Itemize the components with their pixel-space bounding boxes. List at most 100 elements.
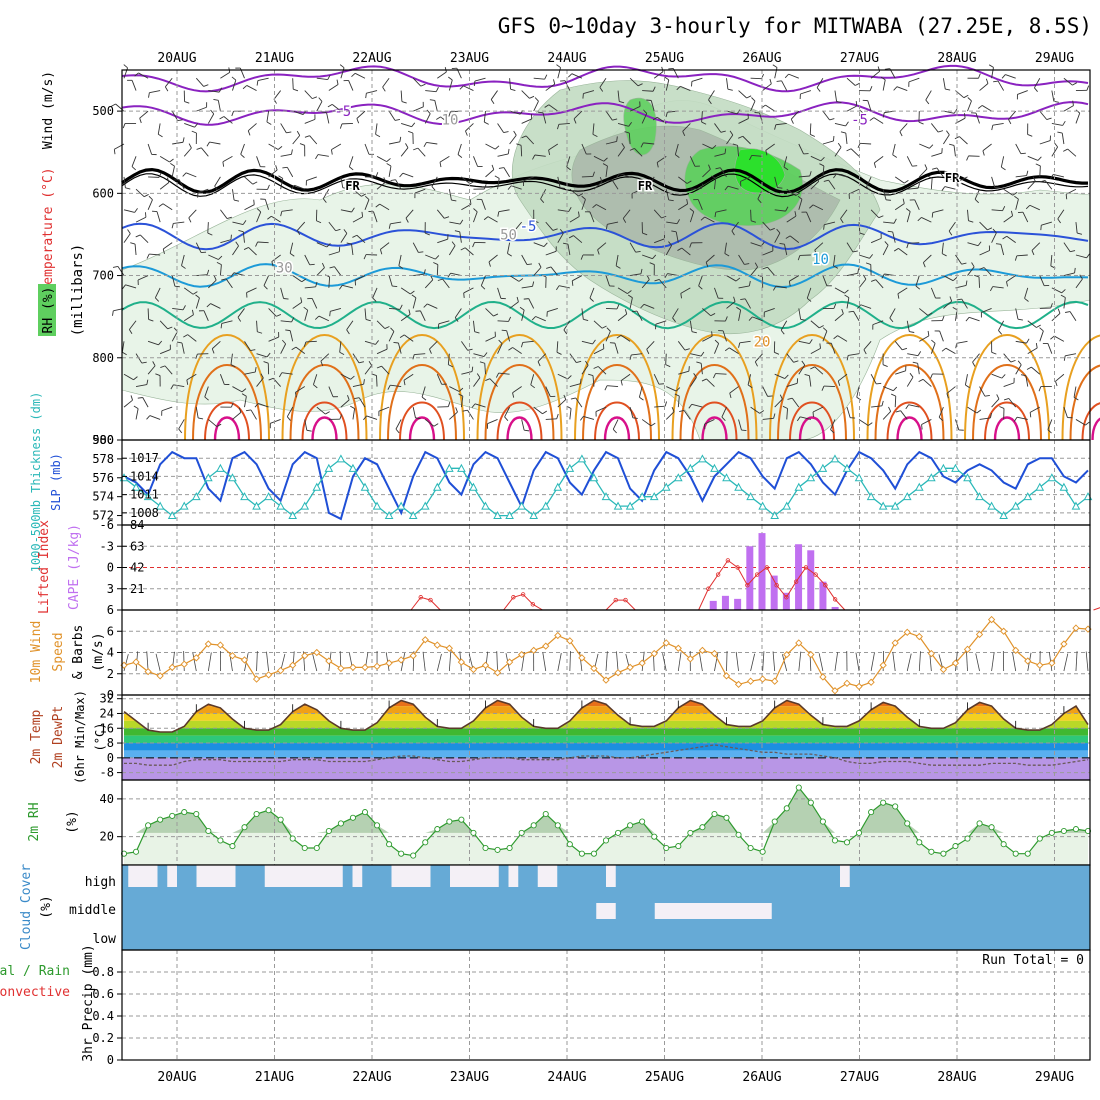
wind-barb-flag xyxy=(146,253,150,259)
wind-barb xyxy=(413,273,425,277)
wind-barb-flag xyxy=(365,93,367,99)
wind-barb-flag xyxy=(257,331,263,334)
wind-barb-flag xyxy=(412,354,415,360)
wind-barb xyxy=(210,303,221,309)
wind-barb xyxy=(273,90,282,100)
wind-barb xyxy=(497,320,509,322)
wind-barb-flag xyxy=(230,364,236,368)
wind-speed-marker xyxy=(216,641,225,649)
wind-barb-flag xyxy=(712,144,717,150)
temp-band xyxy=(124,720,1088,729)
wind-barb-flag xyxy=(1063,355,1066,361)
wind-barb xyxy=(1051,90,1055,102)
wind-barb xyxy=(714,343,720,354)
axis-label: 1000-500mb Thickness (dm) xyxy=(29,392,43,573)
surface-temp-contour xyxy=(984,401,1030,441)
wind-barb-flag xyxy=(342,187,348,190)
wind-barb xyxy=(473,377,481,387)
wind-barb xyxy=(1050,254,1053,266)
surface-temp-contour xyxy=(582,364,652,441)
wind-barb xyxy=(898,248,908,256)
wind-barb-flag xyxy=(339,284,343,290)
wind-barb xyxy=(939,330,944,342)
rh-marker xyxy=(494,846,501,853)
wind-barb xyxy=(1039,140,1051,145)
wind-barb xyxy=(509,110,521,115)
wind-barb xyxy=(846,242,854,253)
wind-barb xyxy=(188,209,197,219)
wind-barb xyxy=(919,308,929,316)
wind-barb-flag xyxy=(252,181,258,185)
wind-barb xyxy=(376,320,386,329)
contour-label: -5 xyxy=(334,104,351,120)
wind-barb-flag xyxy=(616,304,620,310)
wind-speed-marker xyxy=(192,654,200,662)
wind-barb-flag xyxy=(386,163,392,167)
li-marker xyxy=(764,565,770,570)
bottom-date-label: 22AUG xyxy=(352,1070,391,1085)
wind-barb-flag xyxy=(713,373,716,379)
wind-barb xyxy=(280,320,292,323)
wind-barb xyxy=(592,375,595,387)
wind-barb-flag xyxy=(892,154,898,158)
wind-barb-flag xyxy=(989,286,994,292)
wind-barb-flag xyxy=(448,111,451,117)
wind-barb-flag xyxy=(327,74,331,80)
wind-barb-flag xyxy=(941,186,946,191)
wind-barb-flag xyxy=(220,323,223,329)
wind-speed-marker xyxy=(686,655,694,663)
wind-barb xyxy=(834,146,842,157)
wind-barb-flag xyxy=(579,416,584,421)
wind-barb-flag xyxy=(188,217,192,223)
thickness-marker xyxy=(541,501,551,510)
rh-marker xyxy=(880,799,887,806)
wind-barb-flag xyxy=(846,355,849,361)
wind-barb xyxy=(871,405,883,408)
surface-temp-contour xyxy=(192,364,262,441)
wind-barb xyxy=(173,221,185,224)
wind-barb xyxy=(268,169,278,178)
wind-barb-flag xyxy=(363,379,365,385)
wind-barb xyxy=(420,310,426,321)
wind-barb xyxy=(822,140,834,145)
wind-barb xyxy=(400,287,411,295)
wind-barb xyxy=(1075,651,1078,672)
wind-barb xyxy=(364,143,370,155)
wind-barb xyxy=(346,320,354,331)
wind-barb xyxy=(1024,287,1029,299)
wind-barb xyxy=(164,365,173,375)
wind-barb xyxy=(225,278,233,289)
wind-barb-flag xyxy=(836,100,842,103)
wind-speed-marker xyxy=(626,663,634,672)
wind-barb xyxy=(154,287,161,298)
cape-bar xyxy=(734,598,742,610)
wind-barb-flag xyxy=(676,85,681,91)
cape-bar xyxy=(721,595,729,610)
wind-barb xyxy=(256,353,268,358)
wind-barb-flag xyxy=(484,184,487,190)
wind-barb xyxy=(848,353,860,356)
wind-barb xyxy=(979,250,990,256)
contour-label: FR xyxy=(638,179,653,193)
rh-marker xyxy=(434,826,441,833)
wind-barb xyxy=(340,373,351,380)
wind-barb-flag xyxy=(578,193,584,197)
temp-contour-minus-10 xyxy=(121,101,1089,126)
cloud-level-label: middle xyxy=(69,903,116,918)
thickness-marker xyxy=(384,511,394,520)
wind-barb xyxy=(256,377,264,387)
wind-barb xyxy=(646,341,655,350)
wind-barb xyxy=(1073,386,1077,398)
wind-barb-flag xyxy=(869,254,874,259)
wind-barb-flag xyxy=(708,99,712,105)
wind-barb-flag xyxy=(361,193,366,197)
wind-barb xyxy=(653,374,660,385)
wind-barb-flag xyxy=(961,262,967,265)
wind-barb xyxy=(187,334,197,342)
wind-barb xyxy=(774,373,785,379)
thickness-marker xyxy=(228,473,237,482)
wind-barb xyxy=(867,100,872,112)
wind-barb xyxy=(414,188,426,194)
wind-barb xyxy=(762,386,769,397)
wind-barb-flag xyxy=(583,318,589,321)
